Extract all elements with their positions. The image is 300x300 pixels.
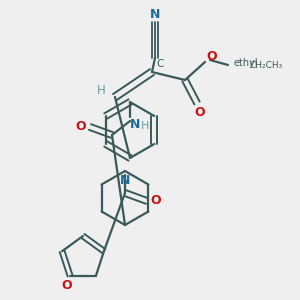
Text: O: O: [62, 279, 72, 292]
Text: O: O: [195, 106, 205, 118]
Text: O: O: [76, 121, 86, 134]
Text: O: O: [207, 50, 217, 64]
Text: N: N: [150, 8, 160, 20]
Text: CH₂CH₃: CH₂CH₃: [250, 61, 283, 70]
Text: N: N: [130, 118, 140, 131]
Text: O: O: [151, 194, 161, 208]
Text: ethyl: ethyl: [234, 58, 258, 68]
Text: C: C: [156, 59, 164, 69]
Text: N: N: [120, 173, 130, 187]
Text: H: H: [97, 85, 105, 98]
Text: H: H: [141, 121, 149, 131]
